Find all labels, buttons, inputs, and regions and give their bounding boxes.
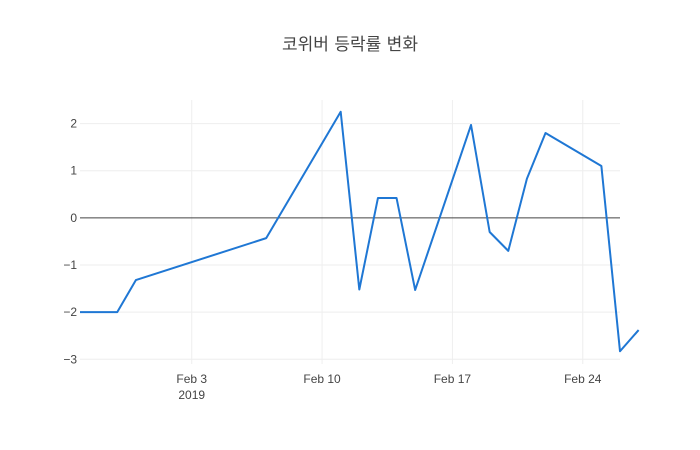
y-tick-label: −2	[63, 305, 77, 319]
y-tick-label: 1	[70, 164, 77, 178]
y-tick-label: −1	[63, 258, 77, 272]
axis-layer: Feb 3 2019 Feb 10 Feb 17 Feb 24 2 1 0 −1 −2 −3	[63, 117, 601, 402]
series-line	[80, 110, 640, 353]
x-tick-label: Feb 17	[434, 372, 472, 386]
grid-layer	[80, 100, 620, 364]
x-tick-sublabel: 2019	[178, 388, 205, 402]
x-tick-label: Feb 10	[303, 372, 341, 386]
y-tick-label: 2	[70, 117, 77, 131]
x-tick-label: Feb 24	[564, 372, 602, 386]
chart-title: 코위버 등락률 변화	[282, 35, 418, 55]
y-tick-label: −3	[63, 352, 77, 366]
x-tick-label: Feb 3	[176, 372, 207, 386]
y-tick-label: 0	[70, 211, 77, 225]
series-layer	[80, 110, 640, 353]
